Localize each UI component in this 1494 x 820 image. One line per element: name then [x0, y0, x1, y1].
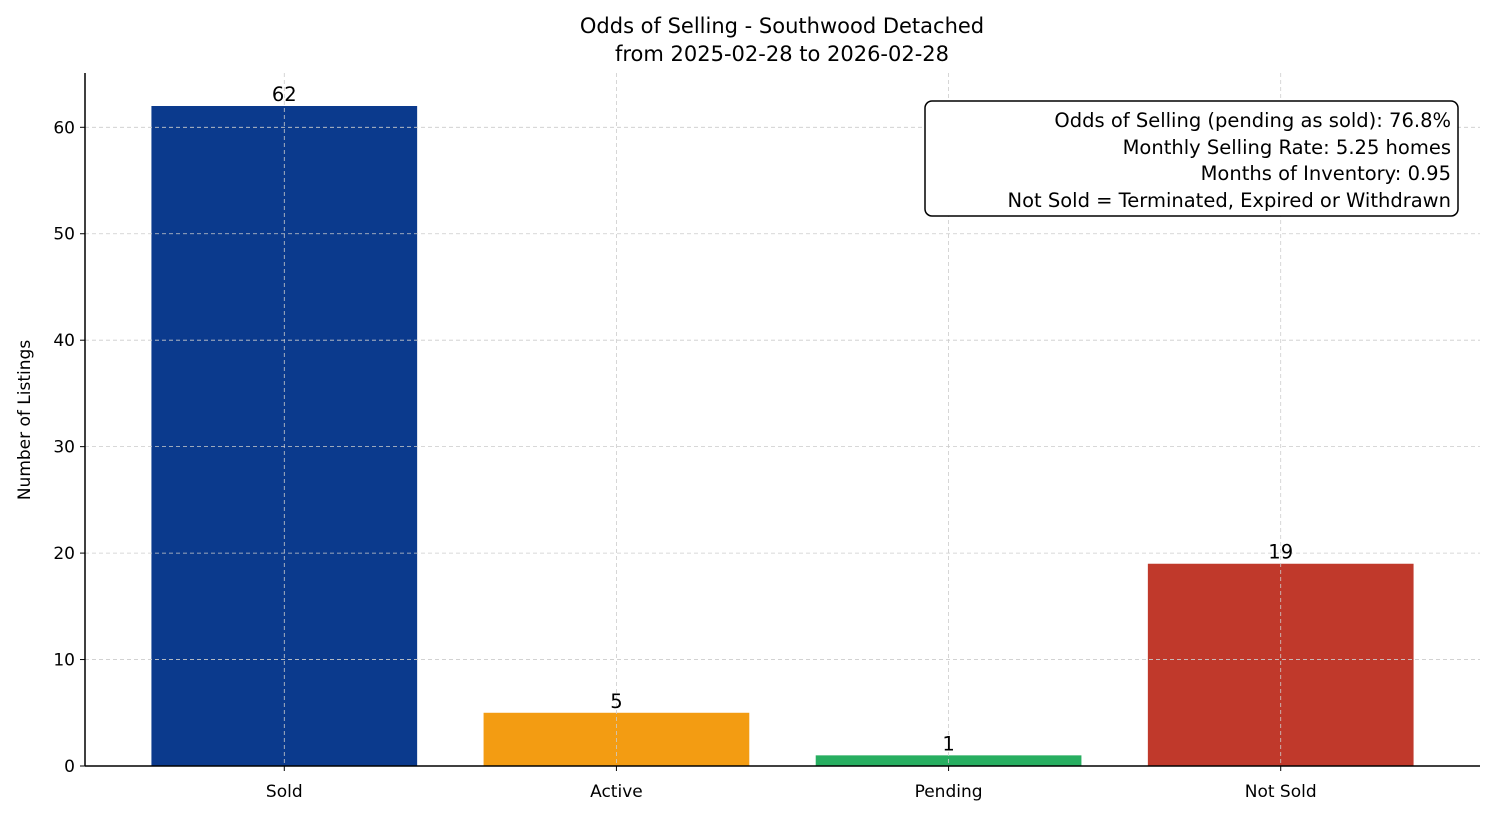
- data-label: 62: [272, 83, 297, 106]
- data-labels: 62 5 1 19: [272, 83, 1293, 755]
- data-label: 1: [942, 732, 954, 755]
- annotation-box: Odds of Selling (pending as sold): 76.8%…: [924, 100, 1459, 217]
- data-label: 19: [1268, 541, 1293, 564]
- bar-sold: [151, 106, 418, 766]
- y-tick-label: 40: [53, 331, 75, 351]
- annotation-line: Months of Inventory: 0.95: [1201, 162, 1451, 185]
- x-tick-label: Active: [590, 782, 643, 802]
- x-tick-label: Pending: [915, 782, 983, 802]
- chart-subtitle: from 2025-02-28 to 2026-02-28: [615, 42, 949, 66]
- annotation-line: Odds of Selling (pending as sold): 76.8%: [1054, 109, 1451, 132]
- annotation-line: Monthly Selling Rate: 5.25 homes: [1123, 136, 1451, 159]
- y-tick-label: 20: [53, 544, 75, 564]
- axes: 0 10 20 30 40 50 60 Sold Active Pending Not Sold: [53, 73, 1480, 802]
- y-tick-label: 30: [53, 438, 75, 458]
- y-axis-label: Number of Listings: [15, 340, 35, 500]
- data-label: 5: [610, 690, 622, 713]
- chart-title: Odds of Selling - Southwood Detached: [580, 14, 984, 38]
- y-tick-label: 10: [53, 651, 75, 671]
- annotation-frame: [924, 100, 1459, 217]
- y-tick-label: 50: [53, 225, 75, 245]
- x-tick-label: Sold: [266, 782, 303, 802]
- y-tick-label: 0: [64, 757, 75, 777]
- x-tick-label: Not Sold: [1245, 782, 1317, 802]
- y-tick-label: 60: [53, 118, 75, 138]
- annotation-line: Not Sold = Terminated, Expired or Withdr…: [1007, 189, 1451, 212]
